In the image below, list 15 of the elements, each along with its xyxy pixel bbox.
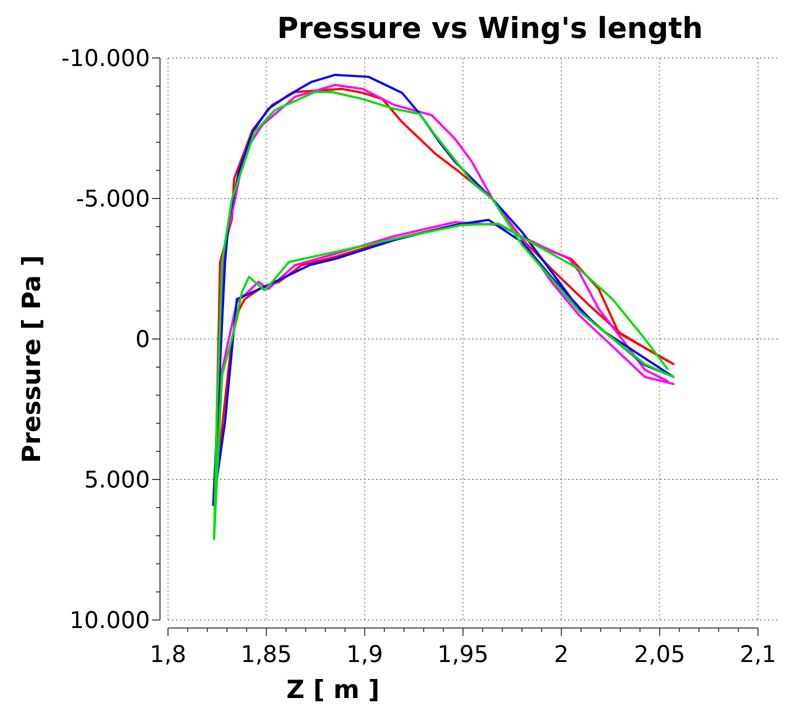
- x-tick-label: 1,9: [346, 642, 383, 668]
- y-tick-label: 0: [135, 327, 150, 354]
- y-axis-title: Pressure [ Pa ]: [17, 255, 46, 463]
- x-tick-label: 2,05: [634, 642, 686, 668]
- x-tick-label: 2,1: [740, 642, 776, 668]
- y-tick-label: -10.000: [61, 46, 150, 72]
- x-axis-title: Z [ m ]: [286, 675, 380, 704]
- chart-title: Pressure vs Wing's length: [277, 11, 703, 45]
- y-tick-label: 10.000: [70, 608, 150, 634]
- y-tick-label: 5.000: [84, 468, 150, 494]
- y-tick-label: -5.000: [76, 186, 150, 213]
- x-tick-label: 1,95: [437, 642, 489, 668]
- x-tick-label: 1,85: [240, 642, 292, 668]
- x-tick-label: 2: [554, 642, 569, 668]
- x-tick-label: 1,8: [150, 642, 186, 668]
